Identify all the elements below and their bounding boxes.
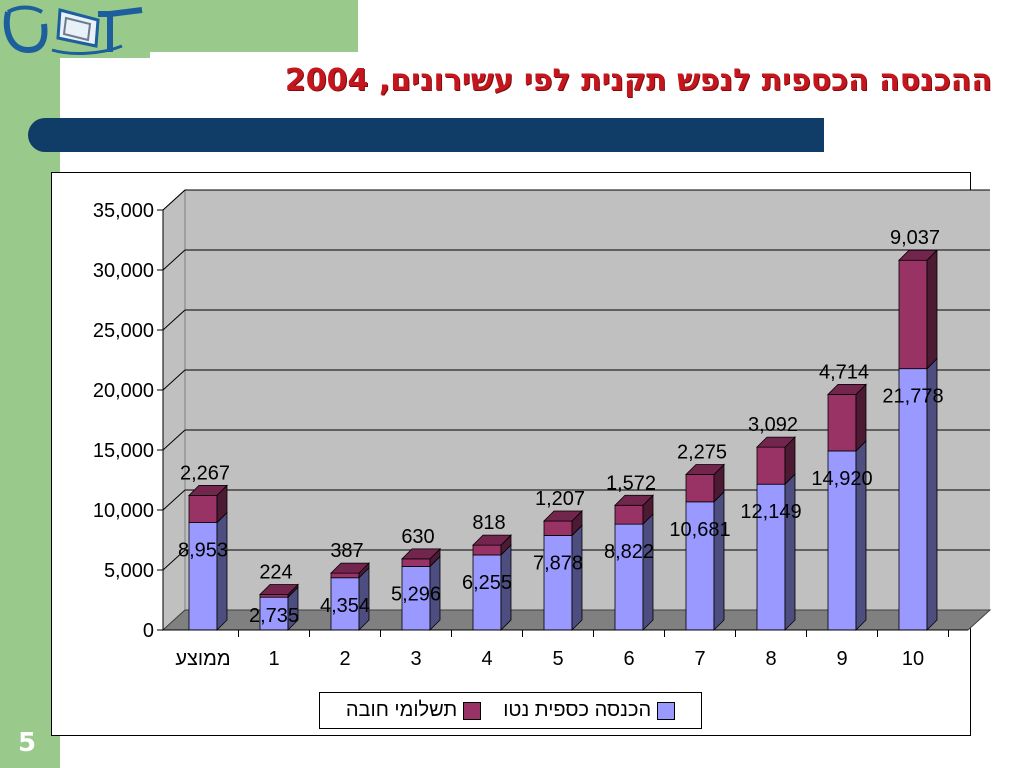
gridline-diagonal <box>162 309 186 331</box>
bar-segment-top <box>188 484 228 496</box>
bar-segment-side <box>926 249 938 370</box>
bar-segment-top <box>685 464 725 475</box>
bar-segment-front <box>685 474 715 503</box>
chart-side-wall <box>162 188 186 632</box>
data-label-net-income: 6,255 <box>462 572 512 594</box>
data-label-net-income: 8,953 <box>178 540 228 562</box>
data-label-net-income: 8,822 <box>604 541 654 563</box>
y-axis-tick-label: 25,000 <box>93 320 154 342</box>
bar-segment-side <box>784 473 796 631</box>
legend-item-net-income: הכנסה כספית נטו <box>503 699 676 722</box>
bar-segment-side <box>642 513 654 631</box>
bar-segment-front <box>259 594 289 598</box>
x-axis-category-label: 3 <box>410 648 421 670</box>
data-label-compulsory-payments: 1,207 <box>535 488 585 510</box>
data-label-net-income: 5,296 <box>391 583 441 605</box>
bar-segment-side <box>855 383 867 452</box>
y-axis-tick-label: 5,000 <box>104 560 154 582</box>
bar-segment-front <box>898 259 928 370</box>
gridline-diagonal <box>162 489 186 511</box>
data-label-net-income: 21,778 <box>882 386 943 408</box>
bar-segment-front <box>756 446 786 485</box>
bar-segment-front <box>543 520 573 536</box>
data-label-net-income: 14,920 <box>811 468 872 490</box>
legend-swatch-compulsory-payments <box>463 701 482 720</box>
gridline-diagonal <box>162 189 186 211</box>
data-label-compulsory-payments: 1,572 <box>606 472 656 494</box>
data-label-compulsory-payments: 4,714 <box>819 361 869 383</box>
bar-segment-front <box>827 393 857 452</box>
data-label-net-income: 7,878 <box>533 552 583 574</box>
bar-segment-front <box>543 535 573 631</box>
x-axis-category-label: 5 <box>552 648 563 670</box>
jct-logo-icon <box>3 5 143 55</box>
bar-segment-side <box>216 511 228 631</box>
data-label-net-income: 12,149 <box>740 501 801 523</box>
x-axis-category-label: 2 <box>339 648 350 670</box>
bar-segment-top <box>259 584 299 595</box>
bar-segment-front <box>401 558 431 567</box>
y-axis-tick-label: 0 <box>143 620 154 642</box>
bar-segment-top <box>756 436 796 448</box>
bar-segment-front <box>188 494 218 523</box>
data-label-compulsory-payments: 387 <box>330 540 363 562</box>
bar-segment-side <box>571 524 583 631</box>
x-axis-category-label: 4 <box>481 648 492 670</box>
x-axis-category-label: 9 <box>836 648 847 670</box>
y-axis-tick-label: 15,000 <box>93 440 154 462</box>
x-axis-category-label: 10 <box>902 648 924 670</box>
title-underline-bar <box>28 118 824 152</box>
data-label-net-income: 10,681 <box>669 519 730 541</box>
x-axis-category-label: 6 <box>623 648 634 670</box>
data-label-compulsory-payments: 3,092 <box>748 414 798 436</box>
data-label-compulsory-payments: 2,275 <box>677 442 727 464</box>
logo <box>0 0 150 58</box>
slide-title: ההכנסה הכספית לנפש תקנית לפי עשירונים, 2… <box>284 63 992 98</box>
data-label-compulsory-payments: 9,037 <box>890 227 940 249</box>
data-label-compulsory-payments: 818 <box>472 512 505 534</box>
bar-segment-top <box>614 494 654 506</box>
bar-segment-front <box>330 577 360 631</box>
y-axis-tick-label: 20,000 <box>93 380 154 402</box>
slide-number: 5 <box>18 728 37 758</box>
data-label-compulsory-payments: 224 <box>259 561 292 583</box>
bar-segment-front <box>472 544 502 556</box>
bar-segment-front <box>188 522 218 631</box>
bar-segment-front <box>685 501 715 631</box>
x-axis-category-label: ממוצע <box>175 648 230 670</box>
gridline-diagonal <box>162 249 186 271</box>
bar-segment-front <box>898 368 928 631</box>
y-axis-tick-label: 10,000 <box>93 500 154 522</box>
bar-segment-front <box>827 450 857 631</box>
chart-legend: הכנסה כספית נטו תשלומי חובה <box>319 692 702 729</box>
x-axis-category-label: 1 <box>268 648 279 670</box>
x-axis-category-label: 8 <box>765 648 776 670</box>
bar-segment-side <box>713 490 725 631</box>
bar-segment-top <box>898 249 938 261</box>
gridline-diagonal <box>162 369 186 391</box>
bar-segment-top <box>330 562 370 574</box>
bar-segment-top <box>401 548 441 560</box>
bar-segment-top <box>543 510 583 522</box>
bar-segment-front <box>614 523 644 631</box>
legend-item-compulsory-payments: תשלומי חובה <box>345 699 482 722</box>
data-label-net-income: 2,735 <box>249 605 299 627</box>
x-axis-category-label: 7 <box>694 648 705 670</box>
bar-segment-top <box>472 534 512 546</box>
legend-label-compulsory-payments: תשלומי חובה <box>345 699 458 721</box>
legend-swatch-net-income <box>657 701 676 720</box>
y-axis-tick-label: 30,000 <box>93 260 154 282</box>
data-label-compulsory-payments: 630 <box>401 526 434 548</box>
bar-segment-front <box>614 504 644 525</box>
bar-segment-front <box>330 572 360 579</box>
gridline-diagonal <box>162 549 186 571</box>
bar-segment-top <box>827 383 867 395</box>
y-axis-tick-label: 35,000 <box>93 200 154 222</box>
gridline-diagonal <box>162 429 186 451</box>
legend-label-net-income: הכנסה כספית נטו <box>503 699 652 721</box>
chart-back-wall <box>185 190 990 610</box>
data-label-compulsory-payments: 2,267 <box>180 462 230 484</box>
data-label-net-income: 4,354 <box>320 595 370 617</box>
